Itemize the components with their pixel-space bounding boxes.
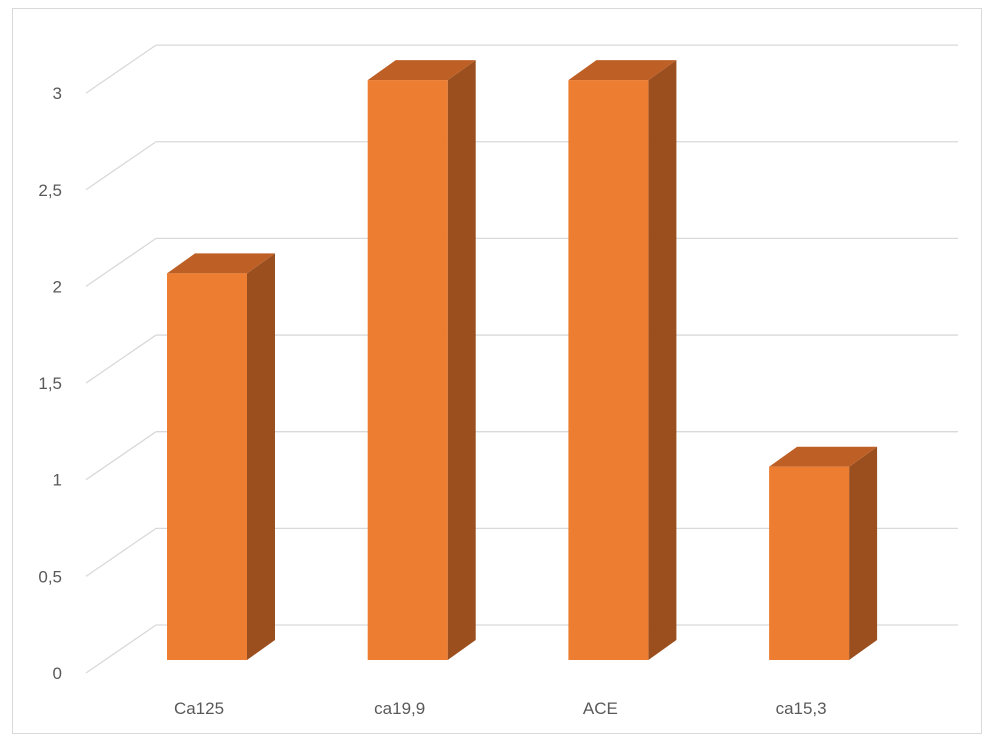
bar-side (849, 446, 878, 660)
bar-side (447, 60, 476, 661)
bar (568, 80, 649, 661)
y-tick-label: 2,5 (38, 181, 62, 200)
gridline-diagonal (85, 334, 157, 384)
bar-top (167, 253, 275, 274)
y-tick-label: 0 (53, 664, 62, 683)
bars (167, 60, 878, 661)
bar-side (648, 60, 677, 661)
y-tick-label: 3 (53, 84, 62, 103)
gridline-diagonal (85, 44, 157, 94)
gridline-diagonal (85, 624, 157, 674)
y-tick-label: 1,5 (38, 374, 62, 393)
bar-ACE (568, 60, 677, 661)
x-category-label: ACE (583, 699, 618, 718)
y-axis-tick-labels: 0 0,5 1 1,5 2 2,5 3 (38, 84, 62, 683)
x-category-label: Ca125 (174, 699, 224, 718)
bar-ca15,3 (769, 446, 878, 660)
y-tick-label: 1 (53, 471, 62, 490)
bar (367, 80, 448, 661)
y-tick-label: 2 (53, 277, 62, 296)
bar-side (247, 253, 275, 660)
bar-top (568, 60, 677, 81)
gridline-diagonal (85, 527, 157, 577)
bar-top (769, 446, 878, 467)
bar-top (367, 60, 476, 81)
gridline-diagonal (85, 431, 157, 481)
gridline-diagonal (85, 237, 157, 287)
y-tick-label: 0,5 (38, 567, 62, 586)
bar (167, 273, 247, 660)
gridlines (85, 44, 958, 674)
gridline-diagonal (85, 141, 157, 191)
x-category-label: ca15,3 (776, 699, 827, 718)
bar (769, 466, 850, 660)
x-axis-category-labels: Ca125 ca19,9 ACE ca15,3 (174, 699, 827, 718)
bar-Ca125 (167, 253, 275, 660)
x-category-label: ca19,9 (374, 699, 425, 718)
bar-ca19,9 (367, 60, 476, 661)
